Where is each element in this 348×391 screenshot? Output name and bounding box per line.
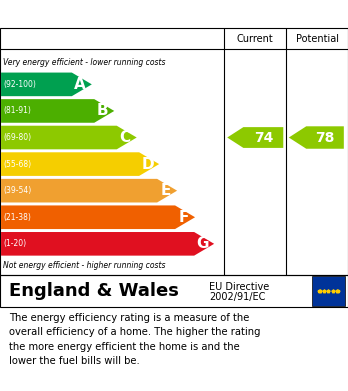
Text: (55-68): (55-68) xyxy=(3,160,32,169)
Text: Not energy efficient - higher running costs: Not energy efficient - higher running co… xyxy=(3,261,165,270)
Text: England & Wales: England & Wales xyxy=(9,282,179,300)
Text: (39-54): (39-54) xyxy=(3,186,32,195)
Text: EU Directive: EU Directive xyxy=(209,282,269,292)
Polygon shape xyxy=(1,205,195,229)
Text: Current: Current xyxy=(237,34,274,44)
Polygon shape xyxy=(289,126,344,149)
Text: Potential: Potential xyxy=(295,34,339,44)
Text: (21-38): (21-38) xyxy=(3,213,31,222)
Text: D: D xyxy=(141,156,154,172)
Text: 78: 78 xyxy=(315,131,335,145)
Text: F: F xyxy=(178,210,189,225)
Text: E: E xyxy=(160,183,171,198)
Text: C: C xyxy=(119,130,130,145)
Text: 74: 74 xyxy=(254,131,273,145)
Text: G: G xyxy=(196,236,209,251)
Polygon shape xyxy=(1,73,92,96)
Text: A: A xyxy=(74,77,86,92)
Text: Energy Efficiency Rating: Energy Efficiency Rating xyxy=(9,7,219,22)
Polygon shape xyxy=(1,99,114,123)
Text: (1-20): (1-20) xyxy=(3,239,26,248)
Polygon shape xyxy=(227,127,283,148)
Text: (81-91): (81-91) xyxy=(3,106,31,115)
Text: Very energy efficient - lower running costs: Very energy efficient - lower running co… xyxy=(3,58,165,67)
Polygon shape xyxy=(1,179,177,203)
Polygon shape xyxy=(1,152,159,176)
Text: B: B xyxy=(97,104,109,118)
Polygon shape xyxy=(1,232,214,256)
Text: (69-80): (69-80) xyxy=(3,133,32,142)
Bar xyxy=(313,276,345,306)
Text: (92-100): (92-100) xyxy=(3,80,36,89)
Text: The energy efficiency rating is a measure of the
overall efficiency of a home. T: The energy efficiency rating is a measur… xyxy=(9,313,260,366)
Text: 2002/91/EC: 2002/91/EC xyxy=(209,292,265,302)
Polygon shape xyxy=(1,126,137,149)
